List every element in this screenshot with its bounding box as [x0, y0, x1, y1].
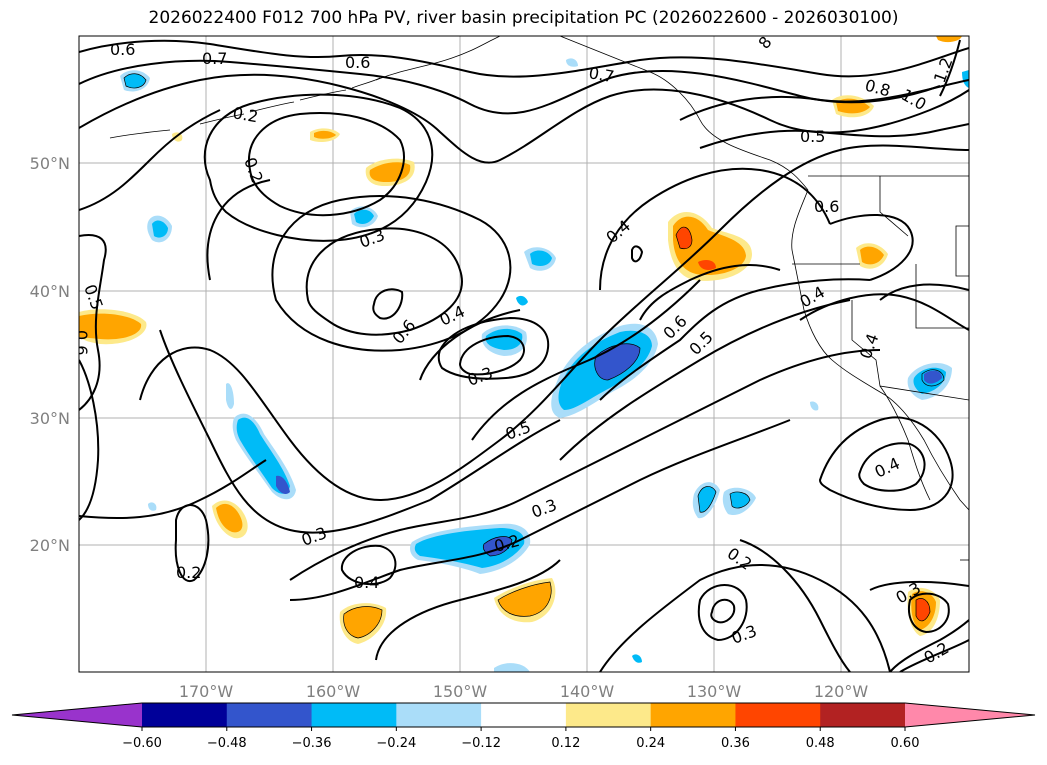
precip-shading: [79, 36, 969, 672]
lat-label-20n: 20°N: [30, 536, 70, 555]
contour-label: 0.2: [176, 563, 201, 582]
colorbar-tick-label: −0.12: [461, 736, 501, 751]
precip-negative-area: [148, 502, 157, 511]
precip-positive-area: [698, 260, 716, 270]
gridlines: [79, 36, 969, 672]
precip-negative-area: [962, 70, 969, 88]
colorbar-tick-label: 0.24: [636, 736, 665, 751]
contour-label: 0.6: [345, 53, 370, 72]
coastlines: [109, 36, 969, 561]
colorbar: −0.60 −0.48 −0.36 −0.24 −0.12 0.12 0.24 0.36 0.4…: [11, 702, 1036, 751]
precip-positive-area: [676, 227, 692, 249]
precip-positive-area: [343, 606, 382, 638]
precip-positive-area: [860, 246, 884, 265]
colorbar-segment: [481, 703, 567, 727]
precip-negative-area: [485, 328, 523, 350]
lon-label-150w: 150°W: [433, 682, 488, 701]
colorbar-segment: [565, 703, 652, 727]
precip-positive-area: [936, 36, 962, 43]
colorbar-tick-label: −0.48: [207, 736, 247, 751]
colorbar-tick-label: 0.60: [891, 736, 920, 751]
precip-negative-area: [516, 295, 528, 306]
precip-positive-area: [79, 313, 142, 340]
precip-negative-area: [810, 401, 819, 411]
precip-positive-area: [314, 130, 336, 139]
colorbar-tick-label: −0.36: [292, 736, 332, 751]
precip-negative-area: [698, 486, 716, 513]
plot-frame: [78, 35, 970, 673]
colorbar-segment: [226, 703, 313, 727]
contour-label: 0.4: [354, 573, 379, 592]
colorbar-segment: [142, 703, 228, 727]
contour-label: 0.6: [110, 40, 135, 59]
colorbar-tick-label: −0.60: [122, 736, 162, 751]
contour-label: 0.6: [72, 330, 91, 355]
colorbar-segment: [650, 703, 736, 727]
colorbar-segment: [396, 703, 482, 727]
contour-label: 0.5: [800, 127, 825, 146]
colorbar-tick-label: 0.12: [551, 736, 580, 751]
colorbar-extend-max: [905, 703, 1035, 727]
latitude-labels: 50°N 40°N 30°N 20°N: [30, 154, 70, 555]
precip-negative-area: [566, 58, 578, 67]
lon-label-130w: 130°W: [687, 682, 742, 701]
pv-contours: [79, 39, 969, 672]
lat-label-40n: 40°N: [30, 282, 70, 301]
precip-positive-area: [216, 503, 243, 533]
lat-label-30n: 30°N: [30, 409, 70, 428]
precip-negative-area: [354, 209, 374, 224]
precip-negative-area: [276, 475, 290, 494]
precip-negative-area: [632, 654, 642, 663]
precip-positive-area: [673, 216, 746, 276]
colorbar-tick-label: −0.24: [376, 736, 416, 751]
map-title: 2026022400 F012 700 hPa PV, river basin …: [148, 8, 899, 28]
colorbar-extend-min: [12, 703, 142, 727]
contour-label: 0.6: [814, 197, 839, 216]
contour-label: 0.7: [202, 49, 227, 68]
precip-negative-area: [530, 250, 552, 266]
precip-positive-area: [498, 582, 552, 617]
lon-label-120w: 120°W: [814, 682, 869, 701]
contour-label: 0.2: [231, 103, 259, 126]
colorbar-tick-label: 0.36: [721, 736, 750, 751]
precip-negative-area: [494, 663, 530, 672]
lon-label-160w: 160°W: [306, 682, 361, 701]
lat-label-50n: 50°N: [30, 154, 70, 173]
precip-positive-area: [916, 598, 930, 621]
precip-negative-area: [236, 417, 290, 494]
colorbar-tick-label: 0.48: [806, 736, 835, 751]
precip-negative-area: [226, 383, 234, 409]
precip-negative-area: [924, 370, 942, 384]
precip-negative-area: [124, 73, 146, 88]
lon-label-170w: 170°W: [179, 682, 234, 701]
colorbar-segment: [311, 703, 397, 727]
precip-negative-area: [152, 220, 168, 238]
lon-label-140w: 140°W: [560, 682, 615, 701]
colorbar-segment: [735, 703, 821, 727]
longitude-labels: 170°W 160°W 150°W 140°W 130°W 120°W: [179, 682, 869, 701]
colorbar-segment: [820, 703, 906, 727]
contour-label: 0.7: [587, 63, 615, 86]
precip-negative-area: [730, 492, 750, 508]
